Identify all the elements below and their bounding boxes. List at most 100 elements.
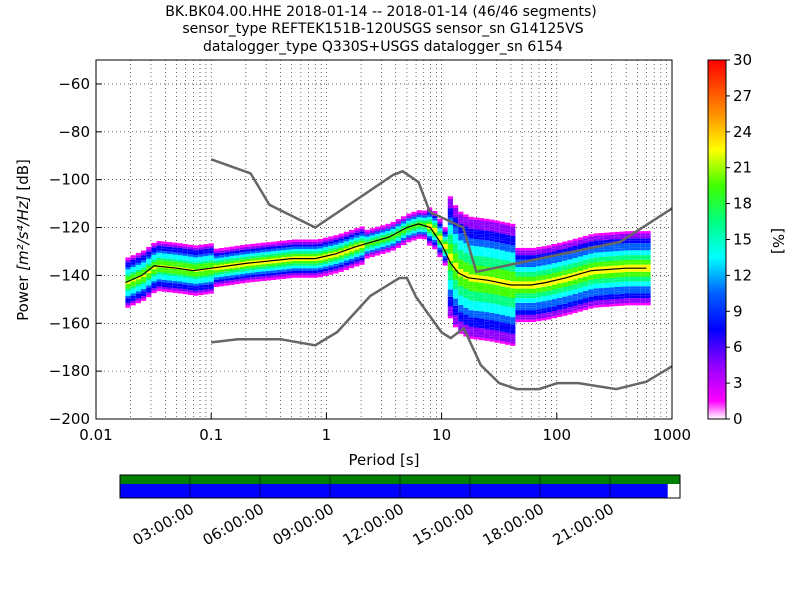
psd-heatmap-cell: [125, 291, 131, 294]
psd-heatmap-cell: [260, 269, 266, 272]
psd-heatmap-cell: [557, 305, 563, 308]
psd-heatmap-cell: [323, 264, 329, 267]
psd-heatmap-cell: [562, 275, 568, 278]
psd-heatmap-cell: [406, 213, 412, 216]
psd-heatmap-cell: [531, 314, 537, 318]
psd-heatmap-cell: [453, 284, 459, 287]
psd-heatmap-cell: [499, 317, 505, 320]
psd-heatmap-cell: [629, 271, 635, 275]
psd-heatmap-cell: [603, 292, 609, 295]
psd-heatmap-cell: [463, 295, 469, 299]
psd-heatmap-cell: [473, 236, 479, 239]
psd-heatmap-cell: [317, 270, 323, 273]
psd-heatmap-cell: [479, 311, 485, 314]
psd-heatmap-cell: [489, 303, 495, 306]
psd-heatmap-cell: [307, 275, 313, 278]
psd-heatmap-cell: [640, 295, 646, 299]
psd-heatmap-cell: [208, 291, 214, 294]
psd-heatmap-cell: [603, 290, 609, 293]
psd-heatmap-cell: [489, 298, 495, 301]
psd-heatmap-cell: [515, 269, 521, 272]
psd-heatmap-cell: [551, 265, 557, 268]
psd-heatmap-cell: [619, 277, 625, 280]
psd-heatmap-cell: [328, 236, 334, 239]
psd-heatmap-cell: [572, 255, 578, 258]
psd-heatmap-cell: [593, 305, 599, 308]
psd-heatmap-cell: [307, 270, 313, 273]
psd-heatmap-cell: [349, 244, 355, 247]
psd-heatmap-cell: [458, 293, 464, 296]
psd-heatmap-cell: [525, 271, 531, 275]
psd-heatmap-cell: [598, 280, 604, 284]
psd-heatmap-cell: [583, 235, 589, 239]
psd-heatmap-cell: [489, 315, 495, 318]
psd-heatmap-cell: [536, 302, 542, 305]
psd-heatmap-cell: [297, 263, 303, 266]
psd-heatmap-cell: [234, 250, 240, 253]
psd-heatmap-cell: [468, 247, 474, 251]
psd-heatmap-cell: [494, 261, 500, 264]
psd-heatmap-cell: [603, 249, 609, 252]
psd-heatmap-cell: [151, 285, 157, 289]
psd-heatmap-cell: [583, 307, 589, 311]
psd-heatmap-cell: [281, 245, 287, 248]
psd-heatmap-cell: [551, 301, 557, 304]
psd-heatmap-cell: [343, 241, 349, 244]
psd-heatmap-cell: [281, 262, 287, 265]
psd-heatmap-cell: [484, 271, 490, 274]
psd-heatmap-cell: [265, 261, 271, 264]
psd-heatmap-cell: [458, 273, 464, 277]
y-axis-label-units: [m²/s⁴/Hz]: [14, 195, 32, 271]
psd-heatmap-cell: [286, 254, 292, 257]
psd-heatmap-cell: [213, 272, 219, 275]
psd-heatmap-cell: [557, 283, 563, 286]
psd-heatmap-cell: [354, 252, 360, 255]
psd-heatmap-cell: [473, 243, 479, 247]
psd-heatmap-cell: [375, 250, 381, 254]
psd-heatmap-cell: [291, 244, 297, 247]
psd-heatmap-cell: [317, 272, 323, 275]
psd-heatmap-cell: [645, 288, 651, 291]
psd-heatmap-cell: [567, 261, 573, 265]
psd-heatmap-cell: [375, 236, 381, 239]
psd-heatmap-cell: [447, 198, 453, 202]
psd-heatmap-cell: [546, 271, 552, 274]
psd-heatmap-cell: [401, 230, 407, 234]
psd-heatmap-cell: [572, 258, 578, 261]
psd-heatmap-cell: [333, 249, 339, 252]
psd-heatmap-cell: [562, 265, 568, 268]
psd-heatmap-cell: [338, 243, 344, 246]
psd-heatmap-cell: [265, 275, 271, 279]
psd-heatmap-cell: [489, 236, 495, 239]
psd-heatmap-cell: [167, 275, 173, 278]
psd-heatmap-cell: [421, 220, 427, 223]
psd-heatmap-cell: [442, 236, 448, 240]
psd-heatmap-cell: [146, 249, 152, 252]
psd-heatmap-cell: [583, 298, 589, 301]
psd-heatmap-cell: [208, 260, 214, 263]
psd-heatmap-cell: [494, 258, 500, 262]
psd-heatmap-cell: [598, 254, 604, 257]
psd-heatmap-cell: [130, 264, 136, 268]
psd-heatmap-cell: [603, 275, 609, 279]
psd-heatmap-cell: [520, 291, 526, 294]
psd-heatmap-cell: [546, 252, 552, 255]
psd-heatmap-cell: [447, 229, 453, 233]
psd-heatmap-cell: [130, 260, 136, 263]
psd-heatmap-cell: [479, 313, 485, 317]
psd-heatmap-cell: [645, 238, 651, 241]
psd-heatmap-cell: [583, 267, 589, 270]
psd-heatmap-cell: [427, 243, 433, 246]
psd-heatmap-cell: [531, 279, 537, 282]
psd-heatmap-cell: [505, 328, 511, 331]
psd-heatmap-cell: [208, 269, 214, 273]
psd-heatmap-cell: [505, 232, 511, 235]
psd-heatmap-cell: [333, 254, 339, 257]
psd-heatmap-cell: [515, 250, 521, 253]
psd-heatmap-cell: [463, 314, 469, 318]
psd-heatmap-cell: [567, 245, 573, 248]
psd-heatmap-cell: [187, 259, 193, 262]
psd-heatmap-cell: [219, 255, 225, 258]
psd-heatmap-cell: [224, 283, 230, 286]
psd-heatmap-cell: [468, 226, 474, 229]
